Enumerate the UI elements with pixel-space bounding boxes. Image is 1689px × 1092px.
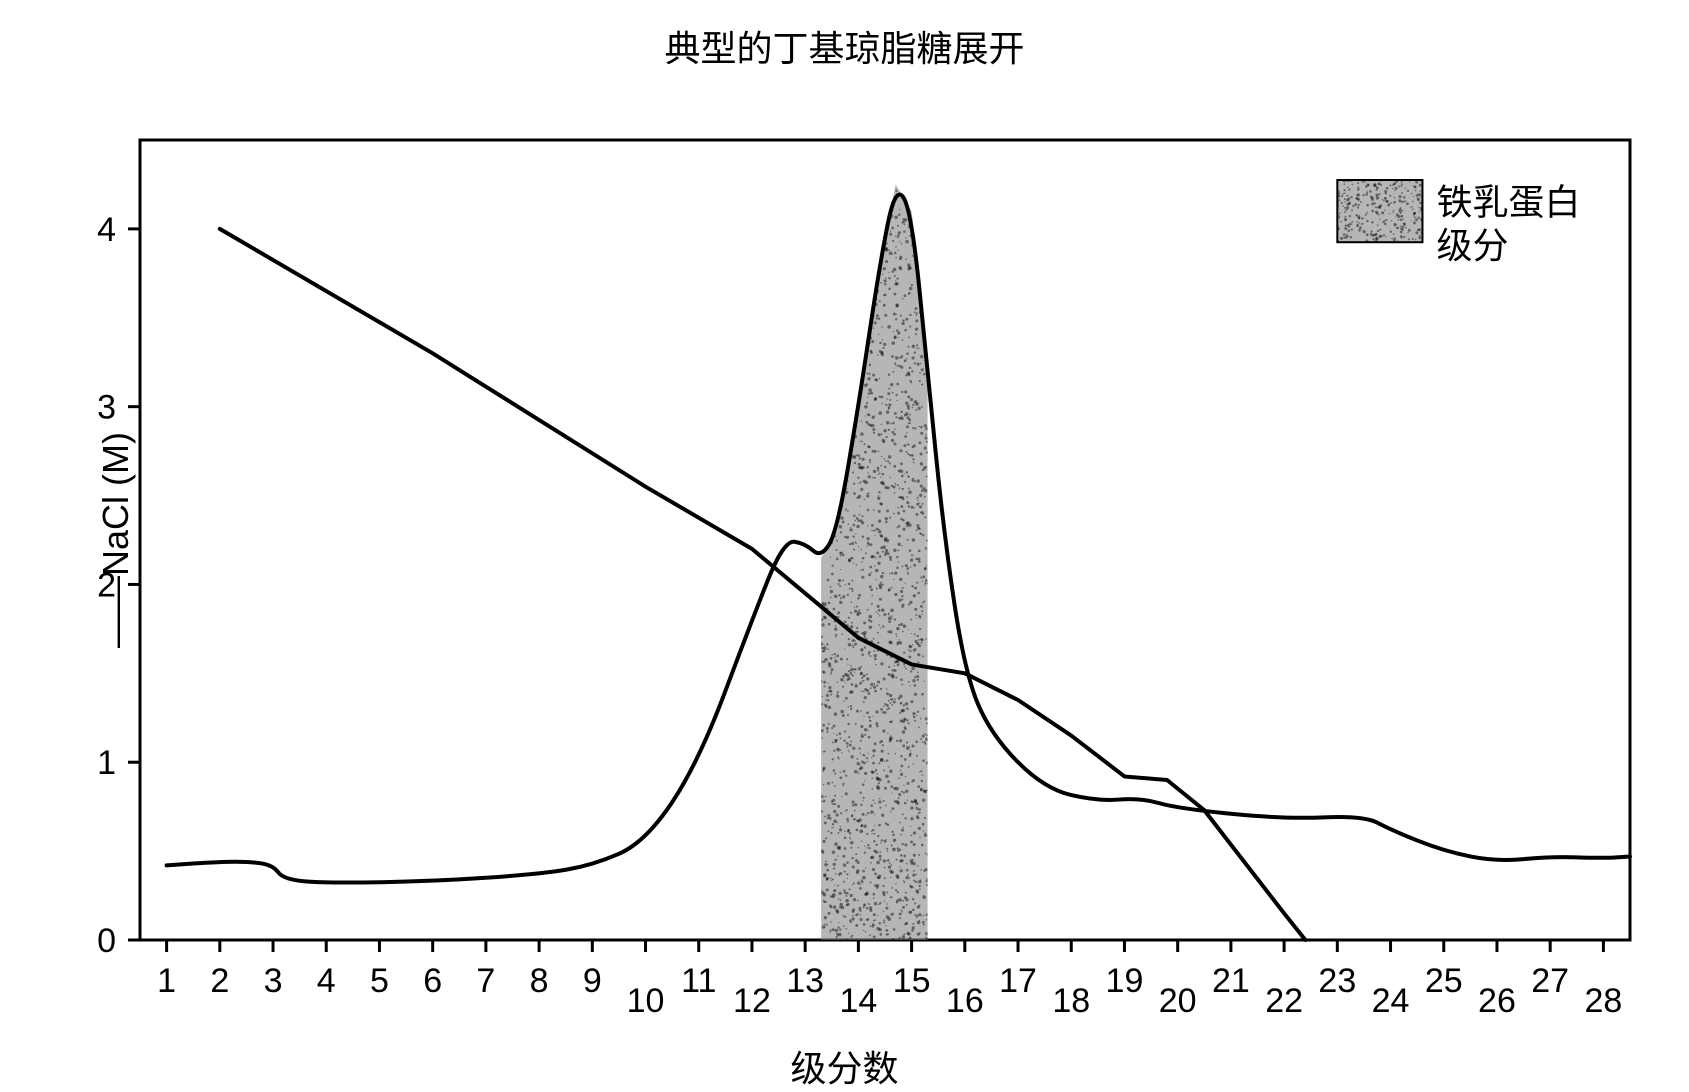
y-tick-label: 0 [97,922,116,960]
x-tick-label: 13 [786,962,824,1000]
chromatogram-plot: 0123412345678910111213141516171819202122… [0,60,1689,1060]
x-tick-label: 6 [423,962,442,1000]
x-tick-label: 4 [317,962,336,1000]
x-tick-label: 3 [264,962,283,1000]
x-tick-label: 2 [210,962,229,1000]
y-tick-label: 4 [97,211,116,249]
x-tick-label: 25 [1425,962,1463,1000]
x-tick-label: 16 [946,982,984,1020]
nacl-gradient-line [220,229,1306,940]
x-tick-label: 10 [627,982,665,1020]
x-tick-label: 18 [1052,982,1090,1020]
x-tick-label: 1 [157,962,176,1000]
x-tick-label: 27 [1531,962,1569,1000]
x-tick-label: 22 [1265,982,1303,1020]
x-tick-label: 5 [370,962,389,1000]
legend-label-line1: 铁乳蛋白 [1436,182,1580,223]
x-tick-label: 9 [583,962,602,1000]
x-tick-label: 14 [839,982,877,1020]
x-tick-label: 24 [1372,982,1410,1020]
x-tick-label: 20 [1159,982,1197,1020]
x-tick-label: 12 [733,982,771,1020]
x-tick-label: 26 [1478,982,1516,1020]
x-tick-label: 15 [893,962,931,1000]
x-axis-label: 级分数 [0,1040,1689,1092]
x-tick-label: 17 [999,962,1037,1000]
x-tick-label: 19 [1106,962,1144,1000]
x-tick-label: 23 [1318,962,1356,1000]
x-tick-label: 8 [530,962,549,1000]
x-tick-label: 21 [1212,962,1250,1000]
x-tick-label: 28 [1584,982,1622,1020]
x-tick-label: 11 [681,962,716,1000]
y-tick-label: 1 [97,744,116,782]
legend-label-line2: 级分 [1436,225,1508,266]
y-tick-label: 3 [97,389,116,427]
chart-container: 典型的丁基琼脂糖展开 ——NaCl (M) 012341234567891011… [0,0,1689,1090]
y-tick-label: 2 [97,566,116,604]
x-tick-label: 7 [476,962,495,1000]
